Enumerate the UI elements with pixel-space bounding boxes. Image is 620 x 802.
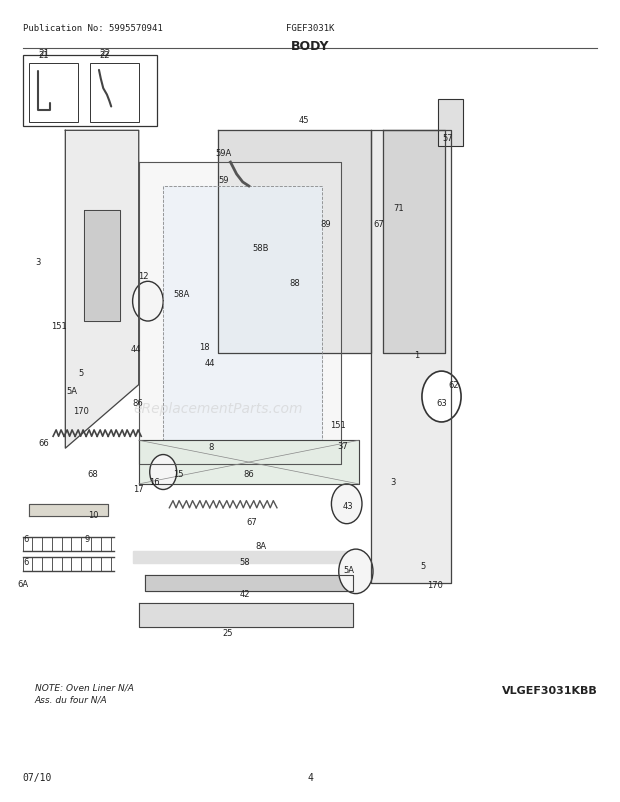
Text: 8A: 8A xyxy=(255,541,267,550)
Text: Publication No: 5995570941: Publication No: 5995570941 xyxy=(22,24,162,33)
Text: 5A: 5A xyxy=(343,565,355,574)
Text: 42: 42 xyxy=(239,589,250,598)
Text: 151: 151 xyxy=(51,321,67,330)
Text: 170: 170 xyxy=(427,581,443,589)
Polygon shape xyxy=(29,504,108,516)
Text: 22: 22 xyxy=(100,51,110,60)
Text: 16: 16 xyxy=(149,477,159,487)
Bar xyxy=(90,63,139,124)
Text: 58A: 58A xyxy=(174,290,190,298)
Text: 10: 10 xyxy=(87,511,98,520)
Text: FGEF3031K: FGEF3031K xyxy=(286,24,334,33)
Polygon shape xyxy=(133,552,359,564)
Polygon shape xyxy=(139,163,340,464)
Text: 68: 68 xyxy=(87,469,98,479)
Text: 5: 5 xyxy=(78,369,83,378)
Text: 44: 44 xyxy=(130,344,141,353)
Text: 86: 86 xyxy=(244,469,254,479)
Text: 22: 22 xyxy=(99,49,111,58)
Text: 63: 63 xyxy=(436,398,447,407)
Bar xyxy=(438,99,463,147)
Polygon shape xyxy=(65,132,139,448)
Text: 1: 1 xyxy=(414,350,420,359)
Text: 21: 21 xyxy=(38,49,50,58)
Text: 4: 4 xyxy=(307,772,313,782)
Text: 37: 37 xyxy=(337,442,348,451)
Bar xyxy=(29,63,78,124)
Text: 6: 6 xyxy=(23,535,29,544)
Text: 58B: 58B xyxy=(253,244,269,253)
Text: NOTE: Oven Liner N/A: NOTE: Oven Liner N/A xyxy=(35,683,134,692)
Text: 5: 5 xyxy=(420,561,426,570)
Text: 6A: 6A xyxy=(17,579,28,588)
Text: 89: 89 xyxy=(320,220,330,229)
Text: eReplacementParts.com: eReplacementParts.com xyxy=(133,402,303,416)
Polygon shape xyxy=(145,576,353,592)
Text: 3: 3 xyxy=(390,477,396,487)
Text: 12: 12 xyxy=(138,272,149,281)
Text: 6: 6 xyxy=(23,557,29,566)
Text: 5A: 5A xyxy=(66,387,77,395)
Text: 59A: 59A xyxy=(215,149,231,158)
Text: 62: 62 xyxy=(448,381,459,390)
Text: Ass. du four N/A: Ass. du four N/A xyxy=(35,695,107,703)
Text: 88: 88 xyxy=(290,279,300,288)
Text: 43: 43 xyxy=(343,501,353,510)
Text: 07/10: 07/10 xyxy=(22,772,52,782)
Text: 71: 71 xyxy=(393,204,404,213)
Text: 18: 18 xyxy=(200,342,210,351)
Text: 58: 58 xyxy=(239,557,250,566)
Text: 9: 9 xyxy=(84,535,89,544)
Text: 15: 15 xyxy=(173,469,184,479)
Text: 17: 17 xyxy=(133,484,144,493)
Circle shape xyxy=(150,455,177,490)
Polygon shape xyxy=(139,603,353,627)
Bar xyxy=(22,56,157,128)
Text: 21: 21 xyxy=(38,51,49,60)
Text: 86: 86 xyxy=(132,398,143,407)
Text: 59: 59 xyxy=(218,176,228,184)
Text: 44: 44 xyxy=(205,358,216,367)
Circle shape xyxy=(133,282,163,322)
Polygon shape xyxy=(84,210,120,322)
Text: VLGEF3031KBB: VLGEF3031KBB xyxy=(502,685,598,695)
Text: 66: 66 xyxy=(38,439,50,448)
Circle shape xyxy=(332,484,362,524)
Polygon shape xyxy=(139,440,359,484)
Text: 45: 45 xyxy=(299,116,309,125)
Text: BODY: BODY xyxy=(291,40,329,53)
Text: 151: 151 xyxy=(330,420,345,429)
Polygon shape xyxy=(371,132,451,584)
Text: 67: 67 xyxy=(373,220,384,229)
Text: 57: 57 xyxy=(442,134,453,143)
Polygon shape xyxy=(383,132,445,354)
Text: 8: 8 xyxy=(208,443,214,452)
Text: 67: 67 xyxy=(247,517,257,526)
Text: 25: 25 xyxy=(222,628,232,638)
Polygon shape xyxy=(163,187,322,440)
Circle shape xyxy=(422,371,461,423)
Text: 3: 3 xyxy=(35,257,40,266)
Circle shape xyxy=(339,549,373,593)
Polygon shape xyxy=(218,132,371,354)
Text: 170: 170 xyxy=(73,406,89,415)
